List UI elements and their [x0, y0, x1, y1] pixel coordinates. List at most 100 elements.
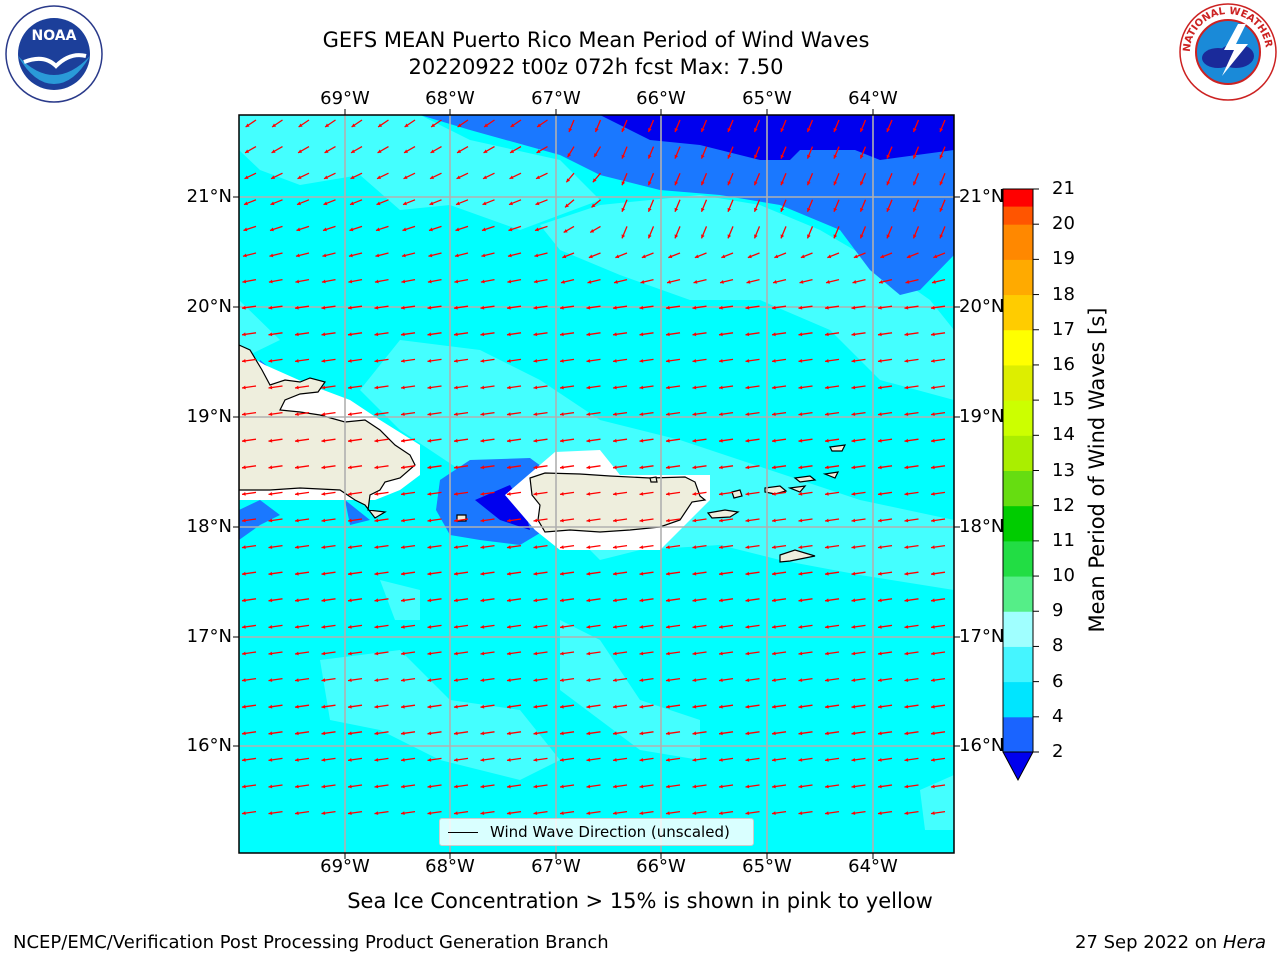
wave-arrow	[587, 278, 601, 284]
wave-arrow	[241, 810, 257, 816]
colorbar-segment	[1003, 470, 1033, 507]
axis-tick-label: 67°W	[531, 856, 581, 877]
wave-arrow	[771, 491, 787, 496]
wave-arrow	[559, 757, 575, 762]
wave-arrow	[427, 731, 442, 736]
wave-arrow	[321, 598, 336, 603]
wave-arrow	[506, 385, 522, 390]
wave-arrow	[745, 757, 760, 762]
wave-arrow	[506, 518, 522, 523]
wave-arrow	[268, 677, 283, 683]
wave-arrow	[268, 465, 283, 470]
colorbar-segment	[1003, 294, 1033, 331]
wave-arrow	[930, 810, 946, 816]
wave-arrow	[877, 624, 893, 629]
nws-logo: NATIONAL WEATHER SERVICE	[1178, 2, 1277, 101]
legend: Wind Wave Direction (unscaled)	[439, 818, 754, 846]
wave-arrow	[400, 704, 416, 709]
wave-arrow	[639, 784, 654, 789]
wave-arrow	[483, 146, 495, 154]
wave-arrow	[851, 571, 866, 576]
wave-arrow	[588, 252, 601, 259]
wave-arrow	[798, 332, 813, 337]
wave-arrow	[533, 704, 548, 709]
wave-arrow	[586, 305, 601, 310]
wave-arrow	[533, 332, 548, 337]
wave-arrow	[930, 571, 946, 576]
colorbar-segment	[1003, 611, 1033, 647]
caption: Sea Ice Concentration > 15% is shown in …	[347, 889, 933, 913]
wave-arrow	[930, 518, 946, 523]
wave-arrow	[877, 810, 893, 816]
chart-title: GEFS MEAN Puerto Rico Mean Period of Win…	[322, 28, 870, 52]
wave-arrow	[533, 278, 548, 284]
wave-arrow	[727, 226, 734, 239]
wave-arrow	[347, 438, 363, 443]
wave-arrow	[321, 784, 336, 789]
wave-arrow	[639, 332, 654, 337]
wave-arrow	[745, 704, 760, 709]
wave-arrow	[753, 119, 761, 133]
wave-arrow	[351, 119, 363, 128]
wave-arrow	[639, 465, 654, 470]
wave-arrow	[241, 624, 257, 629]
wave-arrow	[771, 438, 787, 443]
wave-arrow	[665, 731, 681, 736]
wave-arrow	[533, 651, 548, 656]
wave-arrow	[639, 358, 654, 363]
wave-arrow	[665, 358, 681, 363]
wave-arrow	[613, 278, 628, 284]
wave-arrow	[745, 518, 760, 523]
wave-arrow	[533, 465, 548, 470]
wave-arrow	[930, 411, 946, 417]
wave-arrow	[586, 491, 601, 496]
wave-arrow	[321, 518, 336, 523]
wave-arrow	[453, 651, 469, 656]
wave-arrow	[745, 677, 760, 683]
wave-arrow	[347, 518, 363, 523]
wave-arrow	[718, 784, 734, 789]
colorbar-segment	[1003, 716, 1033, 753]
wave-arrow	[374, 518, 389, 523]
wave-arrow	[480, 571, 495, 576]
wave-arrow	[453, 624, 469, 629]
chart-subtitle: 20220922 t00z 072h fcst Max: 7.50	[408, 55, 784, 79]
wave-arrow	[771, 465, 787, 470]
wave-arrow	[851, 677, 866, 683]
wave-arrow	[718, 518, 734, 523]
wave-arrow	[589, 225, 601, 234]
colorbar-segment	[1003, 540, 1033, 577]
wave-arrow	[930, 491, 946, 496]
wave-arrow	[509, 172, 522, 180]
wave-arrow	[506, 411, 522, 417]
wave-arrow	[798, 491, 813, 496]
wave-arrow	[833, 199, 840, 213]
wave-arrow	[559, 677, 575, 683]
wave-arrow	[877, 677, 893, 683]
wave-arrow	[615, 252, 628, 259]
wave-arrow	[400, 438, 416, 443]
wave-arrow	[294, 704, 310, 709]
wave-arrow	[771, 385, 787, 390]
wave-arrow	[647, 226, 655, 239]
wave-arrow	[427, 704, 442, 709]
wave-arrow	[533, 385, 548, 390]
wave-arrow	[506, 731, 522, 736]
wave-arrow	[780, 172, 787, 186]
wave-arrow	[241, 704, 257, 709]
wave-arrow	[665, 704, 681, 709]
wave-arrow	[877, 784, 893, 789]
wave-arrow	[480, 544, 495, 550]
wave-arrow	[427, 598, 442, 603]
wave-arrow	[612, 731, 628, 736]
colorbar-tick-label: 18	[1052, 283, 1075, 305]
wave-arrow	[321, 624, 336, 629]
wave-arrow	[268, 784, 283, 789]
wave-arrow	[453, 518, 469, 523]
wave-arrow	[798, 544, 813, 550]
wave-arrow	[268, 810, 283, 816]
wave-arrow	[347, 784, 363, 789]
wave-arrow	[374, 704, 389, 709]
wave-arrow	[639, 757, 654, 762]
colorbar-tick-label: 16	[1052, 353, 1075, 375]
